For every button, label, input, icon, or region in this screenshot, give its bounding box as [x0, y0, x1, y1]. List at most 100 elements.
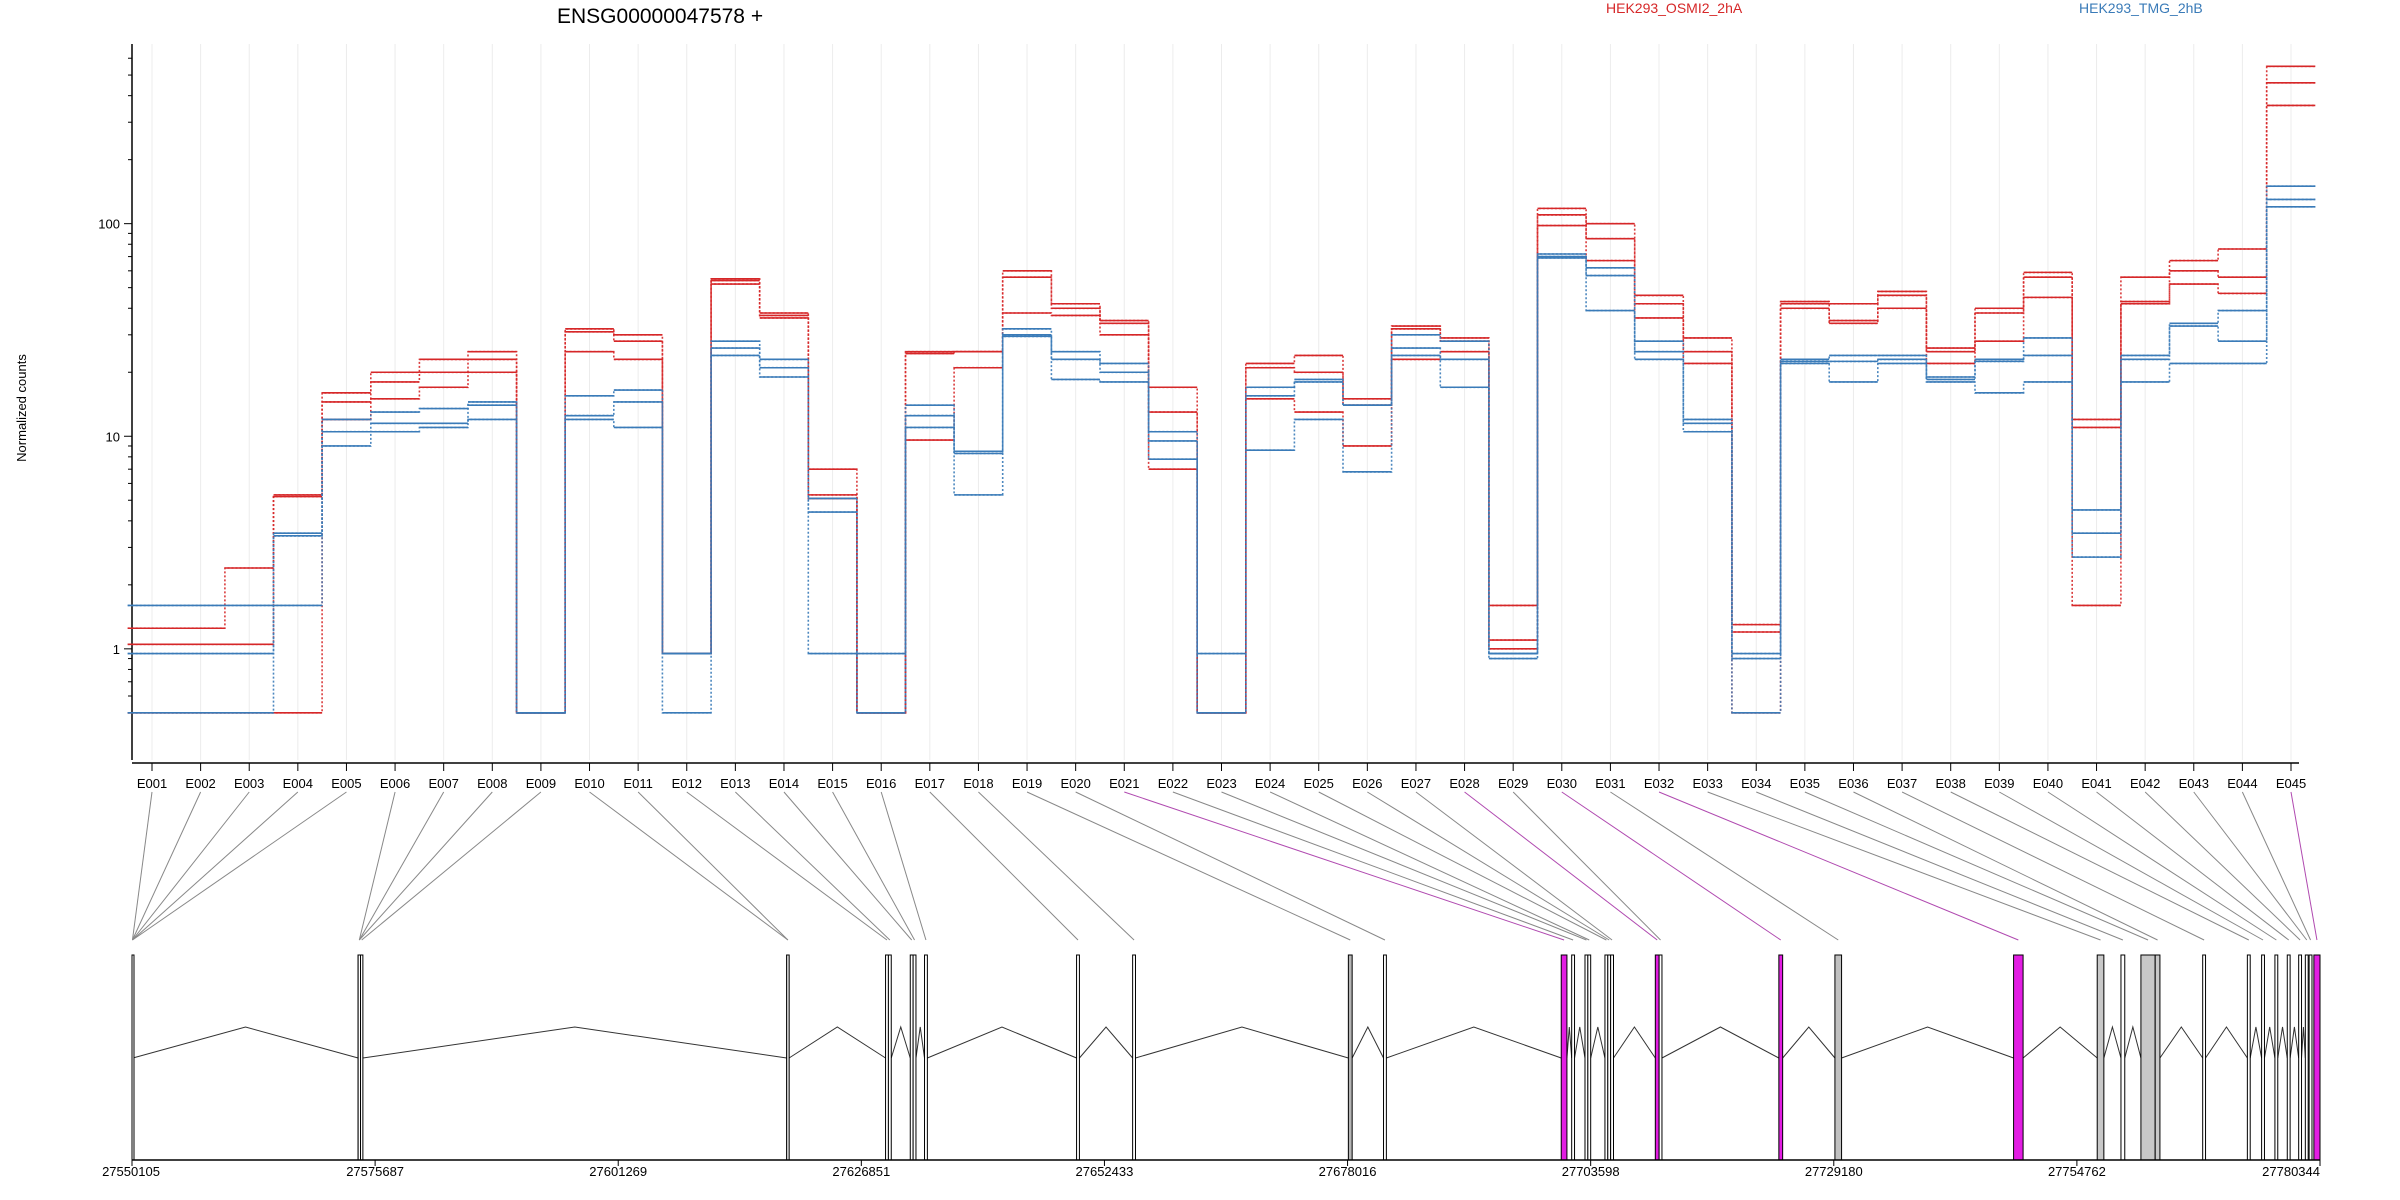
connector-e030 [1561, 791, 1782, 941]
connector-e022 [1172, 791, 1574, 941]
vertical-gridlines [151, 44, 2292, 760]
intron-2 [362, 1026, 787, 1059]
intron-9 [1351, 1025, 1384, 1059]
exon-label-e032: E032 [1644, 776, 1674, 791]
intron-12 [1574, 1026, 1586, 1059]
exon-label-e036: E036 [1838, 776, 1868, 791]
exon-box-e038 [2246, 954, 2251, 1161]
intron-13 [1590, 1026, 1606, 1059]
connector-e009 [361, 791, 542, 941]
y-axis-title: Normalized counts [14, 354, 29, 462]
exon-label-e031: E031 [1595, 776, 1625, 791]
exon-label-e034: E034 [1741, 776, 1771, 791]
genome-tick-label-27729180: 27729180 [1805, 1164, 1863, 1179]
connector-e026 [1367, 791, 1610, 941]
exon-box-e022 [1571, 954, 1576, 1161]
connector-e005 [132, 791, 347, 941]
connector-e034 [1756, 791, 2124, 941]
connector-e038 [1950, 791, 2250, 941]
connector-e035 [1804, 791, 2149, 941]
connector-e006 [358, 791, 396, 941]
connector-e036 [1853, 791, 2158, 941]
connector-e003 [132, 791, 250, 941]
connector-e011 [637, 791, 789, 941]
exon-box-e034 [2120, 954, 2126, 1161]
connector-e017 [929, 791, 1079, 941]
exon-box-e016 [924, 954, 928, 1161]
exon-connectors [131, 791, 2318, 941]
exon-label-e035: E035 [1790, 776, 1820, 791]
connector-e027 [1415, 791, 1613, 941]
exon-label-e033: E033 [1692, 776, 1722, 791]
exon-box-e033 [2096, 954, 2105, 1161]
connector-e010 [589, 791, 789, 941]
connector-e004 [132, 791, 299, 941]
exon-label-e030: E030 [1547, 776, 1577, 791]
intron-11 [1566, 1026, 1573, 1059]
connector-e020 [1075, 791, 1386, 941]
genome-tick-label-27550105: 27550105 [102, 1164, 160, 1179]
exon-box-e035 [2140, 954, 2156, 1161]
intron-26 [2289, 1026, 2300, 1059]
exon-label-e004: E004 [283, 776, 313, 791]
exon-box-e029 [1658, 954, 1663, 1161]
intron-16 [1782, 1026, 1836, 1059]
connector-e018 [978, 791, 1135, 941]
chart-title: ENSG00000047578 + [557, 5, 763, 28]
exon-box-e009 [360, 954, 364, 1161]
exon-label-e006: E006 [380, 776, 410, 791]
exon-label-e043: E043 [2179, 776, 2209, 791]
intron-7 [1079, 1026, 1134, 1059]
connector-e040 [2047, 791, 2277, 941]
genome-tick-label-27575687: 27575687 [346, 1164, 404, 1179]
exon-box-e027 [1610, 954, 1614, 1161]
exon-box-e015 [912, 954, 917, 1161]
exon-axis: E001 E002 E003 E004 E005 E006 E007 E008 E009 E010… [132, 762, 2306, 791]
exon-label-e009: E009 [526, 776, 556, 791]
exon-box-e043 [2304, 954, 2309, 1161]
exon-label-e029: E029 [1498, 776, 1528, 791]
intron-20 [2124, 1025, 2142, 1059]
intron-22 [2205, 1026, 2248, 1059]
genome-tick-label-27703598: 27703598 [1562, 1164, 1620, 1179]
intron-25 [2277, 1026, 2288, 1059]
exon-label-e024: E024 [1255, 776, 1285, 791]
connector-e002 [131, 791, 202, 941]
exon-label-e003: E003 [234, 776, 264, 791]
exon-label-e037: E037 [1887, 776, 1917, 791]
exon-label-e026: E026 [1352, 776, 1382, 791]
exon-box-e039 [2261, 954, 2265, 1161]
connector-e021 [1124, 791, 1565, 941]
intron-19 [2103, 1025, 2122, 1059]
exon-box-e042 [2298, 954, 2303, 1161]
intron-23 [2249, 1026, 2263, 1059]
exon-box-e020 [1383, 954, 1387, 1161]
exon-label-e038: E038 [1936, 776, 1966, 791]
connector-e015 [832, 791, 915, 941]
exon-label-e045: E045 [2276, 776, 2306, 791]
exon-box-e041 [2286, 954, 2291, 1161]
exon-label-e005: E005 [331, 776, 361, 791]
exon-box-e044 [2308, 954, 2313, 1161]
exon-label-e025: E025 [1304, 776, 1334, 791]
intron-10 [1386, 1026, 1562, 1059]
connector-e028 [1464, 791, 1658, 941]
genome-tick-label-27601269: 27601269 [589, 1164, 647, 1179]
intron-18 [2022, 1026, 2098, 1059]
genome-tick-label-27754762: 27754762 [2048, 1164, 2106, 1179]
exon-box-e037 [2202, 954, 2207, 1161]
exon-label-e021: E021 [1109, 776, 1139, 791]
exon-box-e021 [1560, 954, 1568, 1161]
intron-15 [1661, 1026, 1780, 1059]
exon-label-e001: E001 [137, 776, 167, 791]
y-tick-label-10: 10 [106, 429, 120, 444]
connector-e043 [2193, 791, 2308, 941]
connector-e013 [735, 791, 891, 941]
connector-e008 [358, 791, 493, 941]
exon-box-e030 [1778, 954, 1784, 1161]
connector-e044 [2241, 791, 2312, 941]
exon-label-e014: E014 [769, 776, 799, 791]
connector-e041 [2096, 791, 2290, 941]
legend-entry-osmi2: HEK293_OSMI2_2hA [1606, 0, 1743, 16]
